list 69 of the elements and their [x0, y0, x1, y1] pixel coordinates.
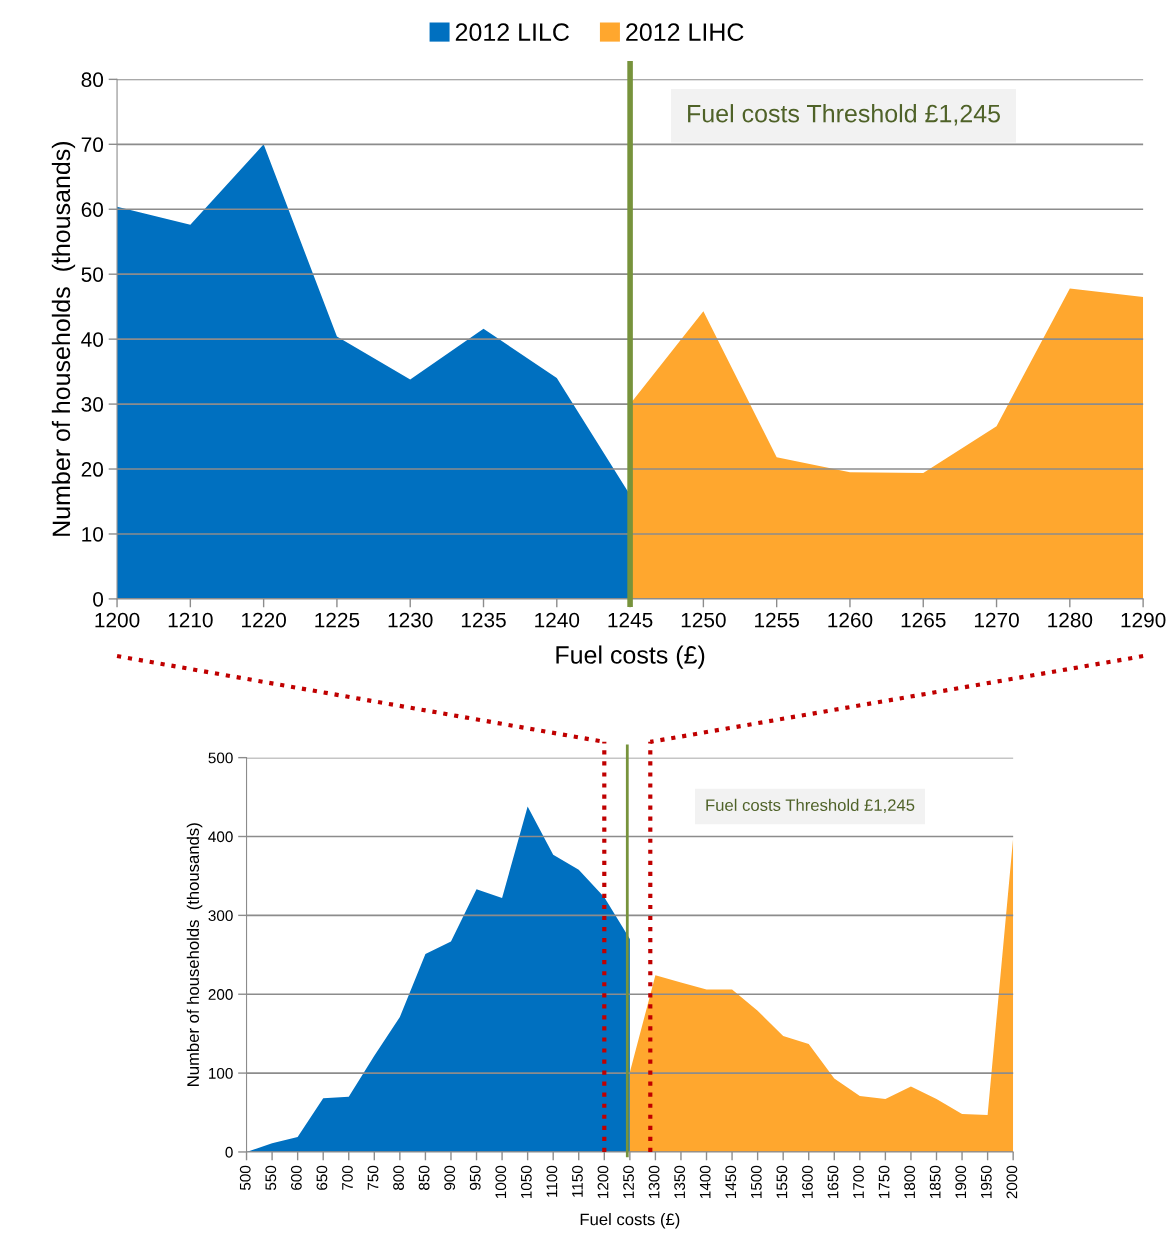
y-tick-label: 50 — [81, 267, 104, 282]
x-tick-label: 1290 — [1121, 612, 1166, 628]
x-axis-title: Fuel costs (£) — [556, 645, 705, 669]
x-tick-label: 1650 — [827, 1165, 839, 1198]
x-tick-label: 2000 — [1006, 1165, 1018, 1199]
x-tick-label: 900 — [444, 1165, 456, 1190]
x-tick-label: 1400 — [699, 1165, 711, 1198]
x-tick-label: 1245 — [608, 612, 653, 628]
x-tick-label: 1550 — [776, 1165, 788, 1198]
x-tick-label: 750 — [367, 1165, 379, 1190]
x-tick-label: 1000 — [495, 1165, 507, 1198]
x-tick-label: 1050 — [520, 1165, 532, 1198]
x-tick-label: 1200 — [597, 1165, 609, 1198]
x-tick-label: 1850 — [929, 1165, 941, 1198]
y-axis-title: Number of households (thousands) — [186, 823, 203, 1086]
legend-label: 2012 LIHC — [626, 23, 744, 41]
x-tick-label: 550 — [265, 1165, 277, 1191]
x-tick-label: 500 — [239, 1165, 251, 1191]
x-tick-label: 1950 — [980, 1165, 992, 1198]
y-tick-label: 500 — [208, 752, 233, 764]
x-tick-label: 1220 — [242, 612, 286, 628]
x-tick-label: 1250 — [623, 1165, 634, 1198]
y-tick-label: 30 — [81, 397, 104, 412]
x-tick-label: 800 — [393, 1165, 404, 1190]
y-tick-label: 80 — [81, 72, 104, 88]
y-tick-label: 200 — [208, 989, 233, 1000]
x-tick-label: 1700 — [853, 1165, 864, 1198]
y-tick-label: 0 — [93, 591, 104, 607]
x-tick-label: 1750 — [878, 1165, 890, 1198]
x-tick-label: 1250 — [681, 612, 726, 628]
annotation: Fuel costs Threshold £1,245 — [706, 798, 915, 813]
x-tick-label: 1600 — [802, 1165, 813, 1198]
x-tick-label: 650 — [316, 1165, 328, 1190]
x-tick-label: 1100 — [546, 1165, 558, 1197]
x-tick-label: 1240 — [535, 612, 580, 628]
x-tick-label: 1210 — [168, 612, 213, 628]
x-tick-label: 1800 — [904, 1165, 916, 1198]
x-tick-label: 600 — [290, 1165, 302, 1190]
x-tick-label: 1255 — [755, 612, 799, 628]
x-tick-label: 1300 — [648, 1165, 660, 1198]
y-tick-label: 300 — [208, 910, 233, 922]
x-tick-label: 1235 — [461, 612, 506, 628]
y-axis-title: Number of households (thousands) — [51, 141, 76, 536]
annotation: Fuel costs Threshold £1,245 — [688, 104, 1000, 126]
x-tick-label: 1265 — [901, 612, 946, 628]
y-tick-label: 10 — [82, 526, 104, 542]
x-tick-label: 700 — [342, 1165, 353, 1190]
legend-label: 2012 LILC — [455, 23, 569, 41]
x-tick-label: 850 — [418, 1165, 430, 1190]
x-tick-label: 1500 — [750, 1165, 762, 1198]
x-tick-label: 950 — [469, 1165, 481, 1190]
x-tick-label: 1260 — [828, 612, 873, 628]
x-tick-label: 1200 — [95, 612, 140, 628]
x-tick-label: 1280 — [1048, 612, 1093, 628]
x-tick-label: 1450 — [725, 1165, 737, 1198]
y-tick-label: 60 — [81, 202, 104, 217]
x-tick-label: 1150 — [572, 1165, 583, 1197]
y-tick-label: 70 — [81, 137, 104, 153]
x-tick-label: 1225 — [315, 612, 360, 628]
y-tick-label: 400 — [208, 831, 233, 843]
y-tick-label: 40 — [81, 332, 104, 347]
x-tick-label: 1350 — [674, 1165, 686, 1198]
x-axis-title: Fuel costs (£) — [580, 1213, 680, 1229]
x-tick-label: 1270 — [974, 612, 1019, 628]
y-tick-label: 20 — [81, 462, 104, 477]
x-tick-label: 1230 — [388, 612, 433, 628]
x-tick-label: 1900 — [955, 1165, 967, 1198]
y-tick-label: 100 — [209, 1067, 233, 1079]
y-tick-label: 0 — [225, 1146, 233, 1158]
